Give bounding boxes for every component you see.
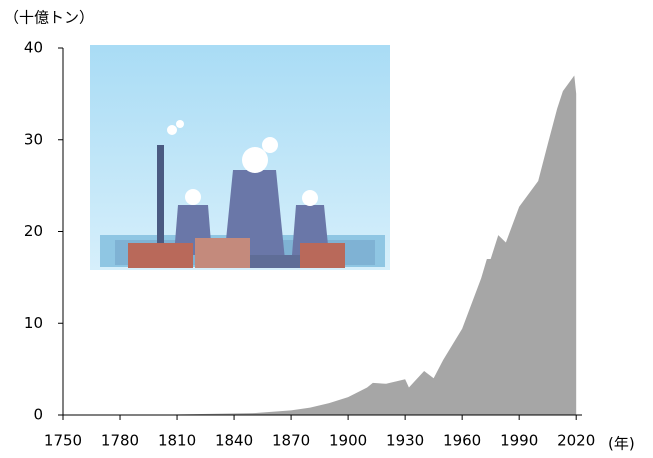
x-tick-label: 1930 xyxy=(386,432,424,450)
y-tick-label: 10 xyxy=(24,314,43,332)
x-tick-label: 1990 xyxy=(500,432,538,450)
chart: （十億トン） (年) 0 10 20 30 40 1750 1780 1810 1840 1870… xyxy=(0,0,653,458)
x-tick-label: 1900 xyxy=(329,432,367,450)
y-tick-label: 30 xyxy=(24,130,43,148)
x-tick-label: 1960 xyxy=(443,432,481,450)
x-tick-label: 1870 xyxy=(272,432,310,450)
x-tick-label: 1840 xyxy=(215,432,253,450)
y-tick-label: 40 xyxy=(24,39,43,57)
x-tick-label: 1780 xyxy=(101,432,139,450)
y-tick-label: 20 xyxy=(24,222,43,240)
y-tick-label: 0 xyxy=(33,406,43,424)
illustration xyxy=(90,45,390,270)
x-tick-label: 2020 xyxy=(557,432,595,450)
x-tick-label: 1810 xyxy=(158,432,196,450)
y-axis-label: （十億トン） xyxy=(4,9,94,27)
x-tick-label: 1750 xyxy=(44,432,82,450)
x-axis-label: (年) xyxy=(608,435,635,453)
